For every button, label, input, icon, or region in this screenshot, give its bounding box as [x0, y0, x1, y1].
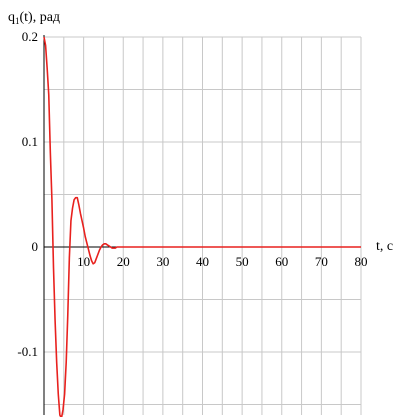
series-line — [43, 36, 361, 417]
y-tick-labels: 0.2 0.1 0 -0.1 — [17, 29, 38, 359]
x-tick-label: 70 — [315, 254, 328, 269]
x-tick-label: 10 — [77, 254, 90, 269]
y-axis-label: q1(t), рад — [8, 10, 60, 26]
x-axis-label: t, c — [376, 239, 393, 254]
y-tick-label: 0.2 — [22, 29, 38, 44]
x-tick-label: 50 — [236, 254, 249, 269]
x-tick-label: 30 — [156, 254, 169, 269]
y-tick-label: -0.1 — [17, 344, 38, 359]
x-tick-label: 20 — [117, 254, 130, 269]
x-tick-label: 40 — [196, 254, 209, 269]
grid — [44, 36, 362, 415]
series-layer — [43, 36, 361, 417]
x-tick-labels: 10 20 30 40 50 60 70 80 — [77, 254, 367, 269]
y-tick-label: 0.1 — [22, 134, 38, 149]
y-tick-label: 0 — [32, 239, 39, 254]
x-tick-label: 60 — [275, 254, 288, 269]
x-tick-label: 80 — [355, 254, 368, 269]
